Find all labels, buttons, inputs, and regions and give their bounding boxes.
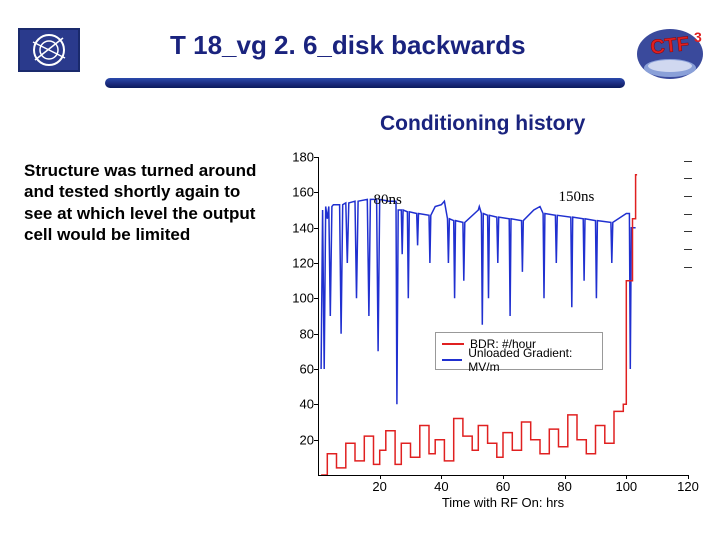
- y-tick: [314, 157, 318, 158]
- right-tick: [684, 196, 692, 197]
- y-axis: [318, 157, 319, 475]
- right-tick: [684, 249, 692, 250]
- right-tick: [684, 231, 692, 232]
- x-tick: [441, 475, 442, 479]
- y-tick-label: 40: [280, 397, 314, 412]
- x-axis-label: Time with RF On: hrs: [318, 495, 688, 510]
- annotation: 80ns: [374, 192, 402, 209]
- x-tick: [688, 475, 689, 479]
- y-tick: [314, 192, 318, 193]
- y-tick: [314, 263, 318, 264]
- header-divider: [105, 78, 625, 88]
- x-tick: [380, 475, 381, 479]
- cern-logo: [18, 28, 80, 72]
- ctf3-logo: CTF 3: [634, 26, 706, 82]
- y-tick: [314, 404, 318, 405]
- x-tick-label: 120: [677, 479, 699, 494]
- legend-row-gradient: Unloaded Gradient: MV/m: [442, 352, 596, 368]
- y-tick-label: 60: [280, 362, 314, 377]
- x-tick: [626, 475, 627, 479]
- right-tick: [684, 178, 692, 179]
- svg-text:3: 3: [694, 29, 702, 45]
- right-tick: [684, 267, 692, 268]
- svg-text:CTF: CTF: [649, 33, 690, 59]
- y-tick-label: 20: [280, 432, 314, 447]
- page-title: T 18_vg 2. 6_disk backwards: [170, 30, 526, 61]
- y-tick: [314, 334, 318, 335]
- y-tick-label: 160: [280, 185, 314, 200]
- legend: BDR: #/hour Unloaded Gradient: MV/m: [435, 332, 603, 370]
- x-tick-label: 60: [496, 479, 510, 494]
- legend-swatch-bdr: [442, 343, 464, 345]
- right-tick: [684, 214, 692, 215]
- y-tick: [314, 228, 318, 229]
- y-tick-label: 80: [280, 326, 314, 341]
- x-tick: [503, 475, 504, 479]
- y-tick-label: 140: [280, 220, 314, 235]
- y-tick-label: 100: [280, 291, 314, 306]
- y-tick: [314, 440, 318, 441]
- x-tick-label: 80: [557, 479, 571, 494]
- subtitle: Conditioning history: [380, 112, 585, 136]
- x-tick: [565, 475, 566, 479]
- legend-swatch-gradient: [442, 359, 462, 361]
- body-text: Structure was turned around and tested s…: [24, 160, 267, 245]
- y-tick-label: 120: [280, 256, 314, 271]
- conditioning-history-chart: BDR: #/hour Unloaded Gradient: MV/m Time…: [280, 145, 710, 515]
- legend-label-gradient: Unloaded Gradient: MV/m: [468, 346, 596, 374]
- x-tick-label: 20: [372, 479, 386, 494]
- x-tick-label: 40: [434, 479, 448, 494]
- y-tick-label: 180: [280, 150, 314, 165]
- y-tick: [314, 369, 318, 370]
- x-tick-label: 100: [615, 479, 637, 494]
- y-tick: [314, 298, 318, 299]
- right-tick: [684, 161, 692, 162]
- annotation: 150ns: [559, 189, 595, 206]
